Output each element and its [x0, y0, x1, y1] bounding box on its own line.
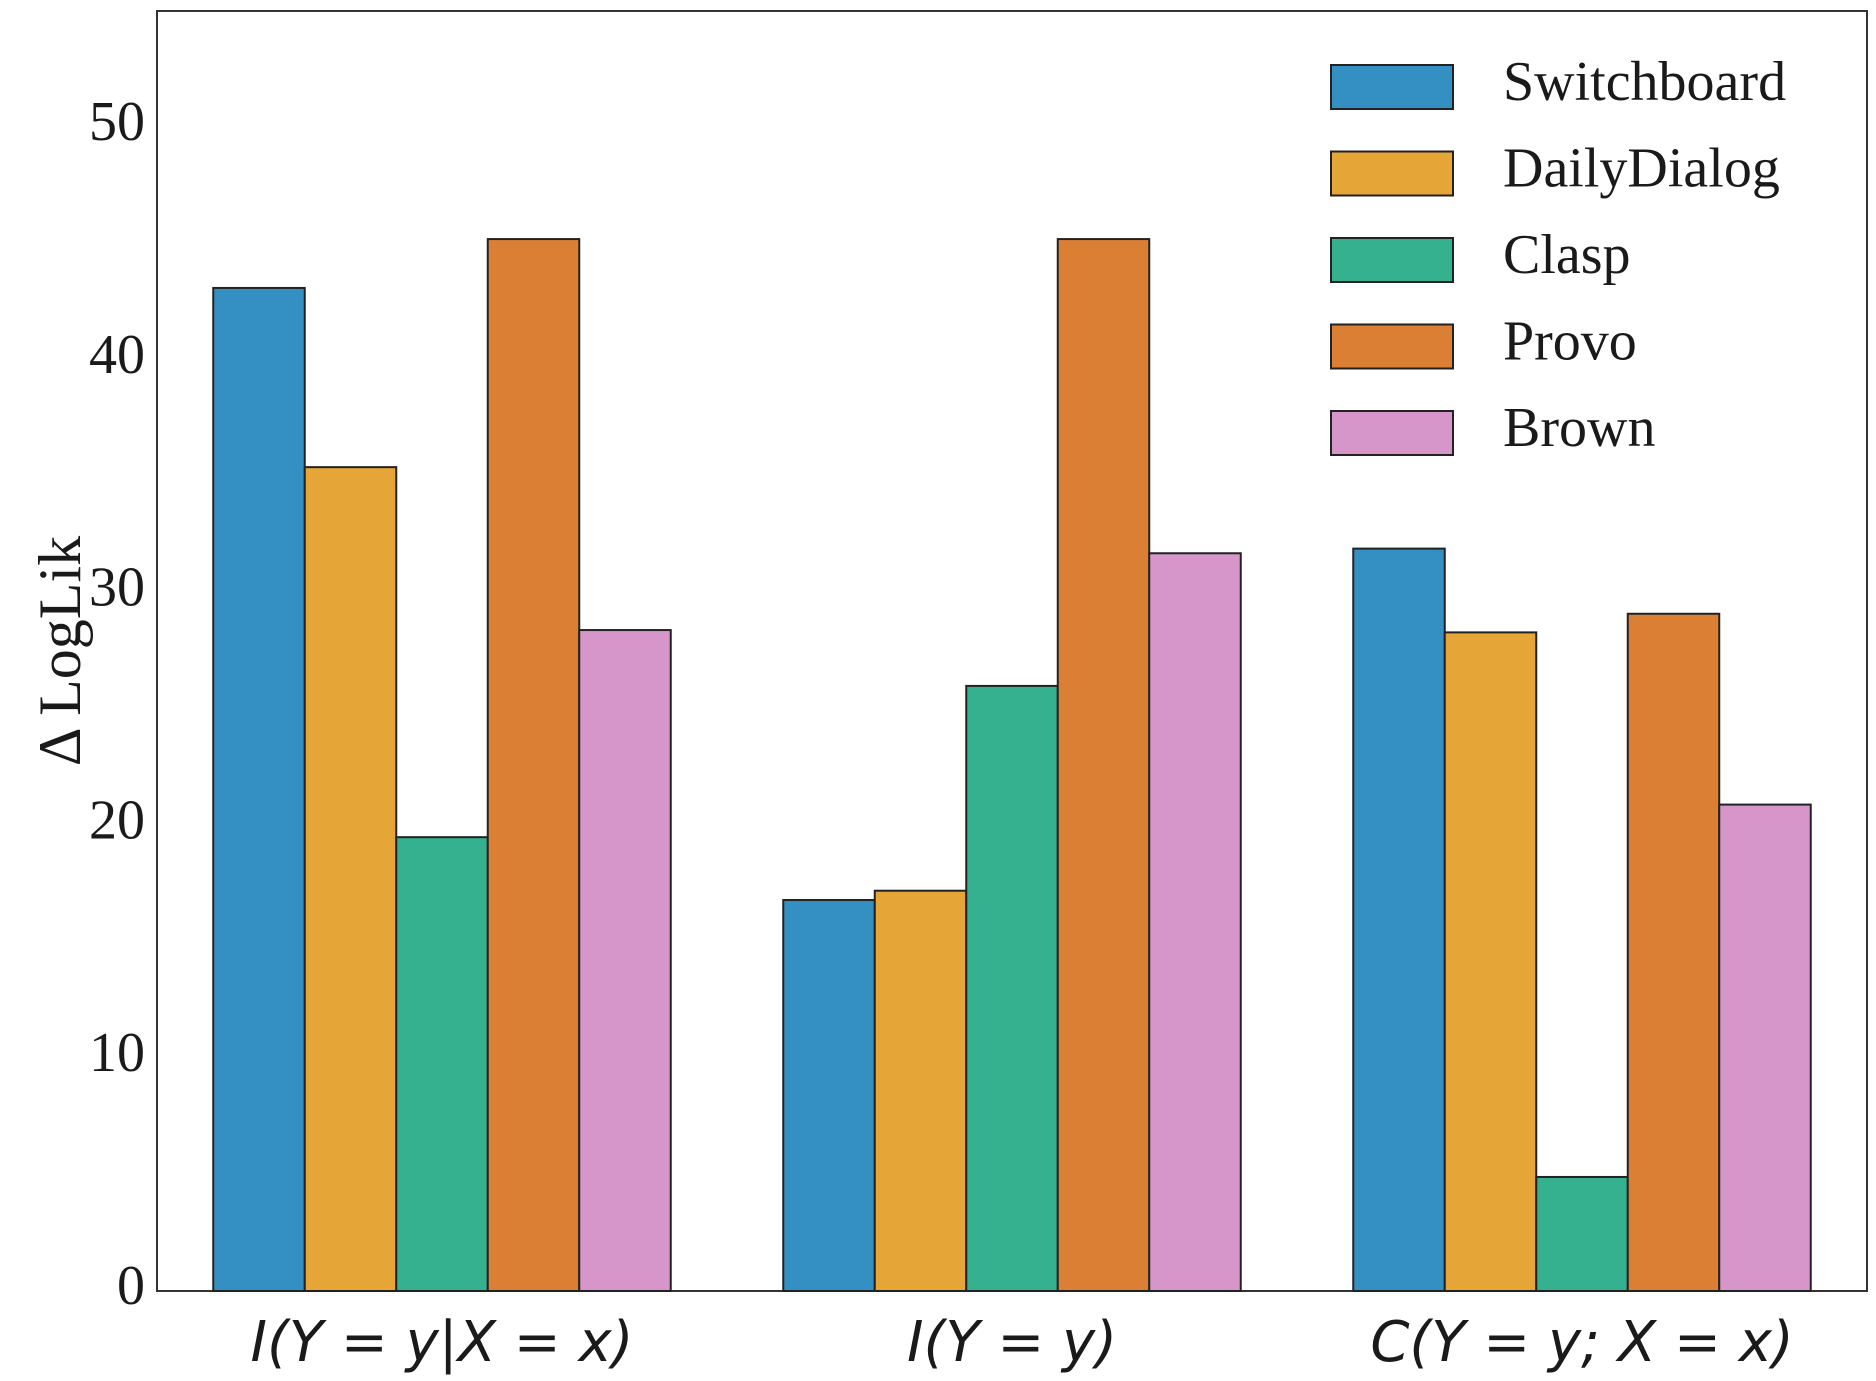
bar-provo-1: [1056, 238, 1151, 1292]
x-axis-categories: I(Y = y|X = x) I(Y = y) C(Y = y; X = x): [251, 1310, 1794, 1375]
bar-provo-2: [1626, 612, 1721, 1292]
y-axis-ticks: 0 10 20 30 40 50: [89, 91, 145, 1317]
legend-label-provo: Provo: [1503, 310, 1637, 372]
y-tick-label: 0: [117, 1255, 145, 1317]
bar-brown-0: [578, 629, 672, 1292]
legend: Switchboard DailyDialog Clasp Provo Brown: [1330, 51, 1786, 459]
bar-switchboard-2: [1352, 547, 1446, 1292]
bar-brown-1: [1148, 552, 1242, 1292]
legend-swatch-clasp: [1330, 237, 1454, 283]
bar-switchboard-0: [212, 286, 306, 1293]
bar-clasp-2: [1535, 1175, 1629, 1292]
legend-swatch-brown: [1330, 410, 1454, 456]
bar-brown-2: [1718, 803, 1812, 1292]
bar-provo-0: [486, 238, 581, 1292]
bar-switchboard-1: [782, 899, 876, 1292]
bars-layer: [212, 238, 1812, 1293]
legend-swatch-dailydialog: [1330, 150, 1454, 197]
legend-swatch-switchboard: [1330, 64, 1454, 110]
legend-swatch-provo: [1330, 323, 1454, 370]
x-category-label: C(Y = y; X = x): [1370, 1310, 1793, 1375]
bar-dailydialog-1: [873, 889, 968, 1293]
legend-label-brown: Brown: [1503, 397, 1655, 459]
legend-label-switchboard: Switchboard: [1503, 51, 1786, 113]
bar-dailydialog-2: [1443, 631, 1538, 1292]
y-tick-label: 20: [89, 789, 145, 851]
y-tick-label: 30: [89, 557, 145, 619]
legend-label-clasp: Clasp: [1503, 224, 1631, 286]
y-tick-label: 50: [89, 91, 145, 153]
bar-clasp-1: [965, 684, 1059, 1292]
y-tick-label: 40: [89, 324, 145, 386]
legend-label-dailydialog: DailyDialog: [1503, 137, 1780, 199]
x-category-label: I(Y = y|X = x): [251, 1310, 634, 1375]
bar-dailydialog-0: [303, 466, 398, 1292]
x-category-label: I(Y = y): [907, 1310, 1117, 1375]
bar-clasp-0: [395, 836, 489, 1292]
y-tick-label: 10: [89, 1022, 145, 1084]
y-axis-label: Δ LogLik: [27, 536, 93, 766]
